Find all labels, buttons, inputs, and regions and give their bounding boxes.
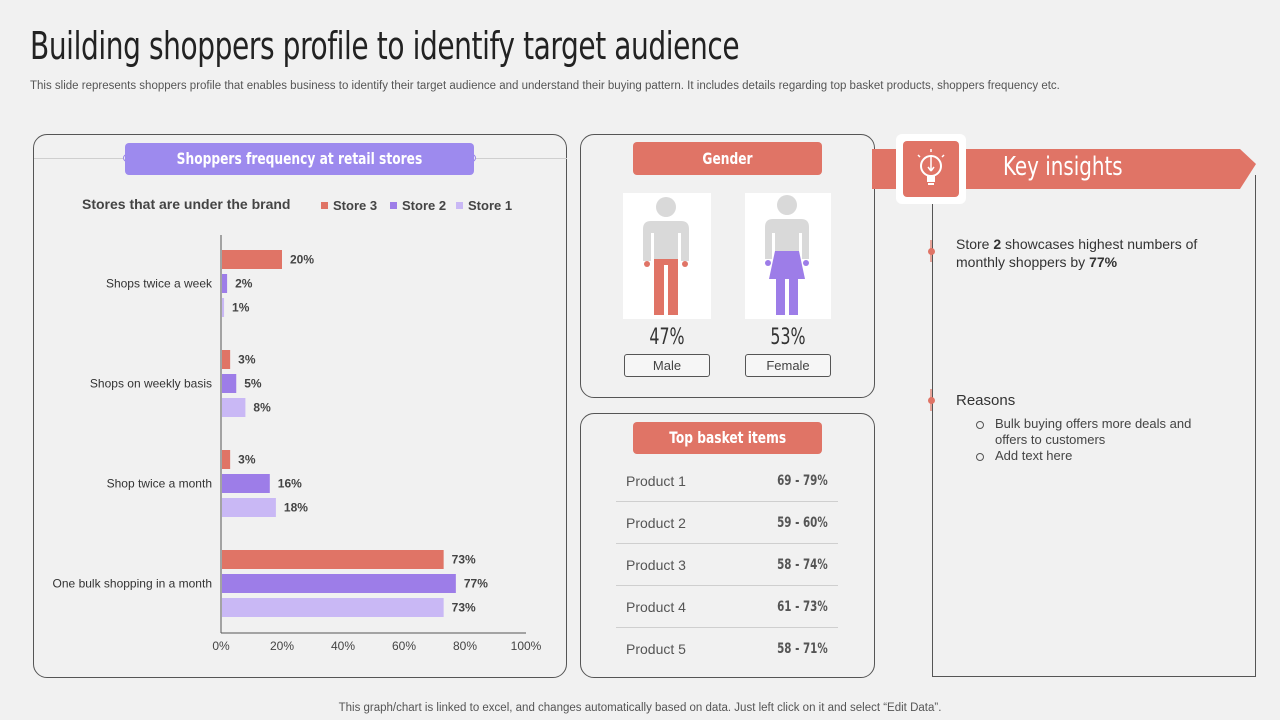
bar-store-3: [222, 250, 282, 269]
product-range: 58 - 74%: [777, 557, 828, 573]
product-name: Product 2: [626, 515, 686, 531]
reasons-label: Reasons: [956, 392, 1016, 409]
bar-store-3: [222, 350, 231, 369]
reasons-list: Bulk buying offers more deals and offers…: [976, 416, 1216, 464]
male-person-icon: [643, 197, 689, 315]
gender-header-label: Gender: [702, 149, 753, 168]
product-range: 61 - 73%: [777, 599, 828, 615]
basket-panel: Top basket items Product 1 69 - 79% Produ…: [580, 413, 875, 678]
legend-label: Store 3: [333, 198, 378, 213]
female-percent: 53%: [770, 325, 806, 350]
product-range: 59 - 60%: [777, 515, 828, 531]
data-label: 3%: [238, 453, 256, 467]
reason-item: Add text here: [976, 448, 1216, 464]
bar-store-3: [222, 550, 444, 569]
chart-panel-header: Shoppers frequency at retail stores: [125, 143, 474, 175]
gender-panel: Gender 47% 53% Male Female: [580, 134, 875, 398]
data-label: 2%: [235, 277, 253, 291]
bar-store-2: [222, 574, 456, 593]
basket-row: Product 4 61 - 73%: [616, 586, 838, 628]
product-name: Product 1: [626, 473, 686, 489]
basket-row: Product 2 59 - 60%: [616, 502, 838, 544]
insight-bullet: [928, 248, 935, 255]
category-label: One bulk shopping in a month: [53, 577, 212, 591]
legend-item-store-1: Store 1: [456, 198, 512, 213]
gender-header: Gender: [633, 142, 822, 175]
data-label: 1%: [232, 301, 250, 315]
product-name: Product 5: [626, 641, 686, 657]
bar-store-1: [222, 498, 276, 517]
legend-item-store-2: Store 2: [390, 198, 446, 213]
category-label: Shops on weekly basis: [90, 377, 212, 391]
bar-chart: 0% 20% 40% 60% 80% 100% Shops twice a week 20% 2…: [53, 235, 542, 653]
chart-panel-header-label: Shoppers frequency at retail stores: [176, 149, 423, 168]
x-tick-label: 0%: [212, 639, 230, 653]
insight-point-1: Store 2 showcases highest numbers of mon…: [956, 236, 1198, 270]
male-label: Male: [624, 354, 710, 377]
data-label: 73%: [452, 601, 476, 615]
x-tick-label: 80%: [453, 639, 477, 653]
page-title: Building shoppers profile to identify ta…: [30, 24, 740, 68]
female-figure-box: [745, 193, 831, 319]
data-label: 16%: [278, 477, 302, 491]
female-person-icon: [765, 195, 809, 315]
bar-store-3: [222, 450, 231, 469]
insights-icon-frame: [896, 134, 966, 204]
legend-swatch: [321, 202, 328, 209]
product-name: Product 3: [626, 557, 686, 573]
basket-header: Top basket items: [633, 422, 822, 454]
x-tick-label: 40%: [331, 639, 355, 653]
data-label: 8%: [253, 401, 271, 415]
lightbulb-icon: [903, 141, 959, 197]
bar-store-2: [222, 474, 270, 493]
data-label: 3%: [238, 353, 256, 367]
bar-store-1: [222, 298, 225, 317]
product-name: Product 4: [626, 599, 686, 615]
male-percent: 47%: [649, 325, 685, 350]
basket-row: Product 1 69 - 79%: [616, 460, 838, 502]
legend-label: Store 2: [402, 198, 447, 213]
basket-header-label: Top basket items: [669, 428, 786, 447]
chart-panel: Shoppers frequency at retail stores Stor…: [33, 134, 567, 678]
bar-store-2: [222, 274, 228, 293]
legend-swatch: [390, 202, 397, 209]
page-footer: This graph/chart is linked to excel, and…: [338, 702, 942, 714]
chart-title: Stores that are under the brand: [82, 196, 291, 212]
bar-store-1: [222, 398, 246, 417]
x-tick-label: 100%: [511, 639, 542, 653]
basket-row: Product 5 58 - 71%: [616, 628, 838, 670]
basket-row: Product 3 58 - 74%: [616, 544, 838, 586]
bar-store-2: [222, 374, 237, 393]
data-label: 5%: [244, 377, 262, 391]
product-range: 58 - 71%: [777, 641, 828, 657]
x-tick-label: 20%: [270, 639, 294, 653]
data-label: 77%: [464, 577, 488, 591]
insight-bullet: [928, 397, 935, 404]
insights-banner: [872, 149, 1256, 189]
insights-title: Key insights: [1003, 152, 1123, 182]
data-label: 18%: [284, 501, 308, 515]
male-figure-box: [623, 193, 711, 319]
data-label: 20%: [290, 253, 314, 267]
insights-panel: [932, 175, 1256, 677]
product-range: 69 - 79%: [777, 473, 828, 489]
data-label: 73%: [452, 553, 476, 567]
legend-swatch: [456, 202, 463, 209]
category-label: Shop twice a month: [107, 477, 212, 491]
legend-label: Store 1: [468, 198, 513, 213]
bar-store-1: [222, 598, 444, 617]
reason-item: Bulk buying offers more deals and offers…: [976, 416, 1216, 448]
legend-item-store-3: Store 3: [321, 198, 377, 213]
category-label: Shops twice a week: [106, 277, 213, 291]
x-tick-label: 60%: [392, 639, 416, 653]
page-subtitle: This slide represents shoppers profile t…: [30, 80, 1060, 92]
female-label: Female: [745, 354, 831, 377]
